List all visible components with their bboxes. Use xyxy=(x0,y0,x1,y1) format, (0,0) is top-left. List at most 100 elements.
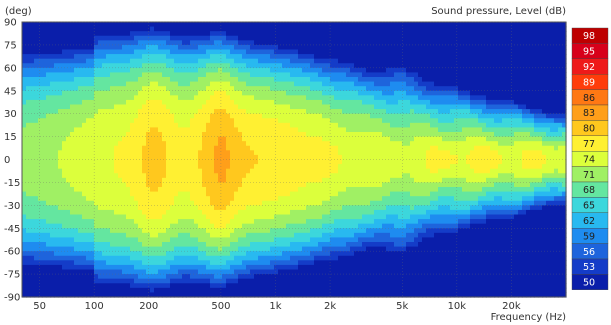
heatmap-cell xyxy=(58,22,63,28)
heatmap-cell xyxy=(154,255,159,261)
heatmap-cell xyxy=(258,274,263,280)
heatmap-cell xyxy=(338,274,343,280)
heatmap-cell xyxy=(186,35,191,41)
heatmap-cell xyxy=(138,246,143,252)
heatmap-cell xyxy=(330,209,335,216)
heatmap-cell xyxy=(130,86,135,92)
heatmap-cell xyxy=(254,242,259,248)
heatmap-cell xyxy=(210,278,215,284)
heatmap-cell xyxy=(322,232,327,239)
heatmap-cell xyxy=(282,77,287,83)
heatmap-cell xyxy=(82,35,87,41)
heatmap-cell xyxy=(262,182,267,188)
heatmap-cell xyxy=(58,44,63,51)
heatmap-cell xyxy=(206,35,211,41)
heatmap-cell xyxy=(210,223,215,229)
heatmap-cell xyxy=(230,278,235,284)
heatmap-cell xyxy=(30,109,35,115)
heatmap-cell xyxy=(278,232,283,239)
heatmap-cell xyxy=(354,40,359,46)
heatmap-cell xyxy=(118,40,123,46)
heatmap-cell xyxy=(302,26,307,32)
heatmap-cell xyxy=(30,77,35,83)
heatmap-cell xyxy=(214,283,219,289)
heatmap-cell xyxy=(258,63,263,69)
heatmap-cell xyxy=(238,182,243,188)
heatmap-cell xyxy=(150,77,155,83)
heatmap-cell xyxy=(70,26,75,32)
heatmap-cell xyxy=(346,122,351,129)
heatmap-cell xyxy=(178,269,183,275)
heatmap-cell xyxy=(238,136,243,142)
heatmap-cell xyxy=(250,31,255,37)
heatmap-cell xyxy=(310,95,315,101)
heatmap-cell xyxy=(266,251,271,257)
heatmap-cell xyxy=(30,287,35,294)
heatmap-cell xyxy=(38,191,43,197)
heatmap-cell xyxy=(210,127,215,133)
heatmap-cell xyxy=(214,150,219,156)
heatmap-cell xyxy=(282,63,287,69)
heatmap-cell xyxy=(310,127,315,133)
heatmap-cell xyxy=(114,196,119,202)
heatmap-cell xyxy=(314,209,319,216)
heatmap-cell xyxy=(334,40,339,46)
heatmap-cell xyxy=(146,264,151,271)
heatmap-cell xyxy=(242,219,247,225)
heatmap-cell xyxy=(42,154,47,161)
heatmap-cell xyxy=(26,242,31,248)
heatmap-cell xyxy=(34,219,39,225)
heatmap-cell xyxy=(246,127,251,133)
heatmap-cell xyxy=(294,159,299,165)
heatmap-cell xyxy=(310,159,315,165)
heatmap-cell xyxy=(314,31,319,37)
heatmap-cell xyxy=(254,31,259,37)
heatmap-cell xyxy=(122,90,127,96)
heatmap-cell xyxy=(234,86,239,92)
heatmap-cell xyxy=(346,255,351,261)
heatmap-cell xyxy=(154,77,159,83)
heatmap-cell xyxy=(234,72,239,78)
heatmap-cell xyxy=(30,132,35,138)
heatmap-cell xyxy=(94,67,99,74)
heatmap-cell xyxy=(46,260,51,266)
heatmap-cell xyxy=(102,145,107,151)
heatmap-cell xyxy=(298,177,303,184)
heatmap-cell xyxy=(38,228,43,234)
heatmap-cell xyxy=(62,237,67,243)
heatmap-cell xyxy=(90,22,95,28)
heatmap-cell xyxy=(134,177,139,184)
heatmap-cell xyxy=(70,242,75,248)
heatmap-cell xyxy=(242,182,247,188)
heatmap-cell xyxy=(274,54,279,60)
heatmap-cell xyxy=(210,200,215,206)
heatmap-cell xyxy=(106,187,111,193)
heatmap-cell xyxy=(278,118,283,124)
heatmap-cell xyxy=(210,141,215,147)
heatmap-cell xyxy=(318,127,323,133)
heatmap-cell xyxy=(138,237,143,243)
heatmap-cell xyxy=(110,22,115,28)
heatmap-cell xyxy=(318,187,323,193)
heatmap-cell xyxy=(202,237,207,243)
heatmap-cell xyxy=(338,232,343,239)
heatmap-cell xyxy=(250,58,255,64)
heatmap-cell xyxy=(110,200,115,206)
heatmap-cell xyxy=(194,35,199,41)
heatmap-cell xyxy=(70,255,75,261)
heatmap-cell xyxy=(294,205,299,211)
heatmap-cell xyxy=(230,104,235,110)
heatmap-cell xyxy=(314,292,319,298)
heatmap-cell xyxy=(350,182,355,188)
heatmap-cell xyxy=(302,164,307,170)
heatmap-cell xyxy=(166,287,171,294)
heatmap-cell xyxy=(266,159,271,165)
heatmap-cell xyxy=(294,191,299,197)
heatmap-cell xyxy=(94,136,99,142)
heatmap-cell xyxy=(30,228,35,234)
heatmap-cell xyxy=(198,40,203,46)
heatmap-cell xyxy=(230,132,235,138)
heatmap-cell xyxy=(278,200,283,206)
heatmap-cell xyxy=(234,287,239,294)
heatmap-cell xyxy=(106,269,111,275)
